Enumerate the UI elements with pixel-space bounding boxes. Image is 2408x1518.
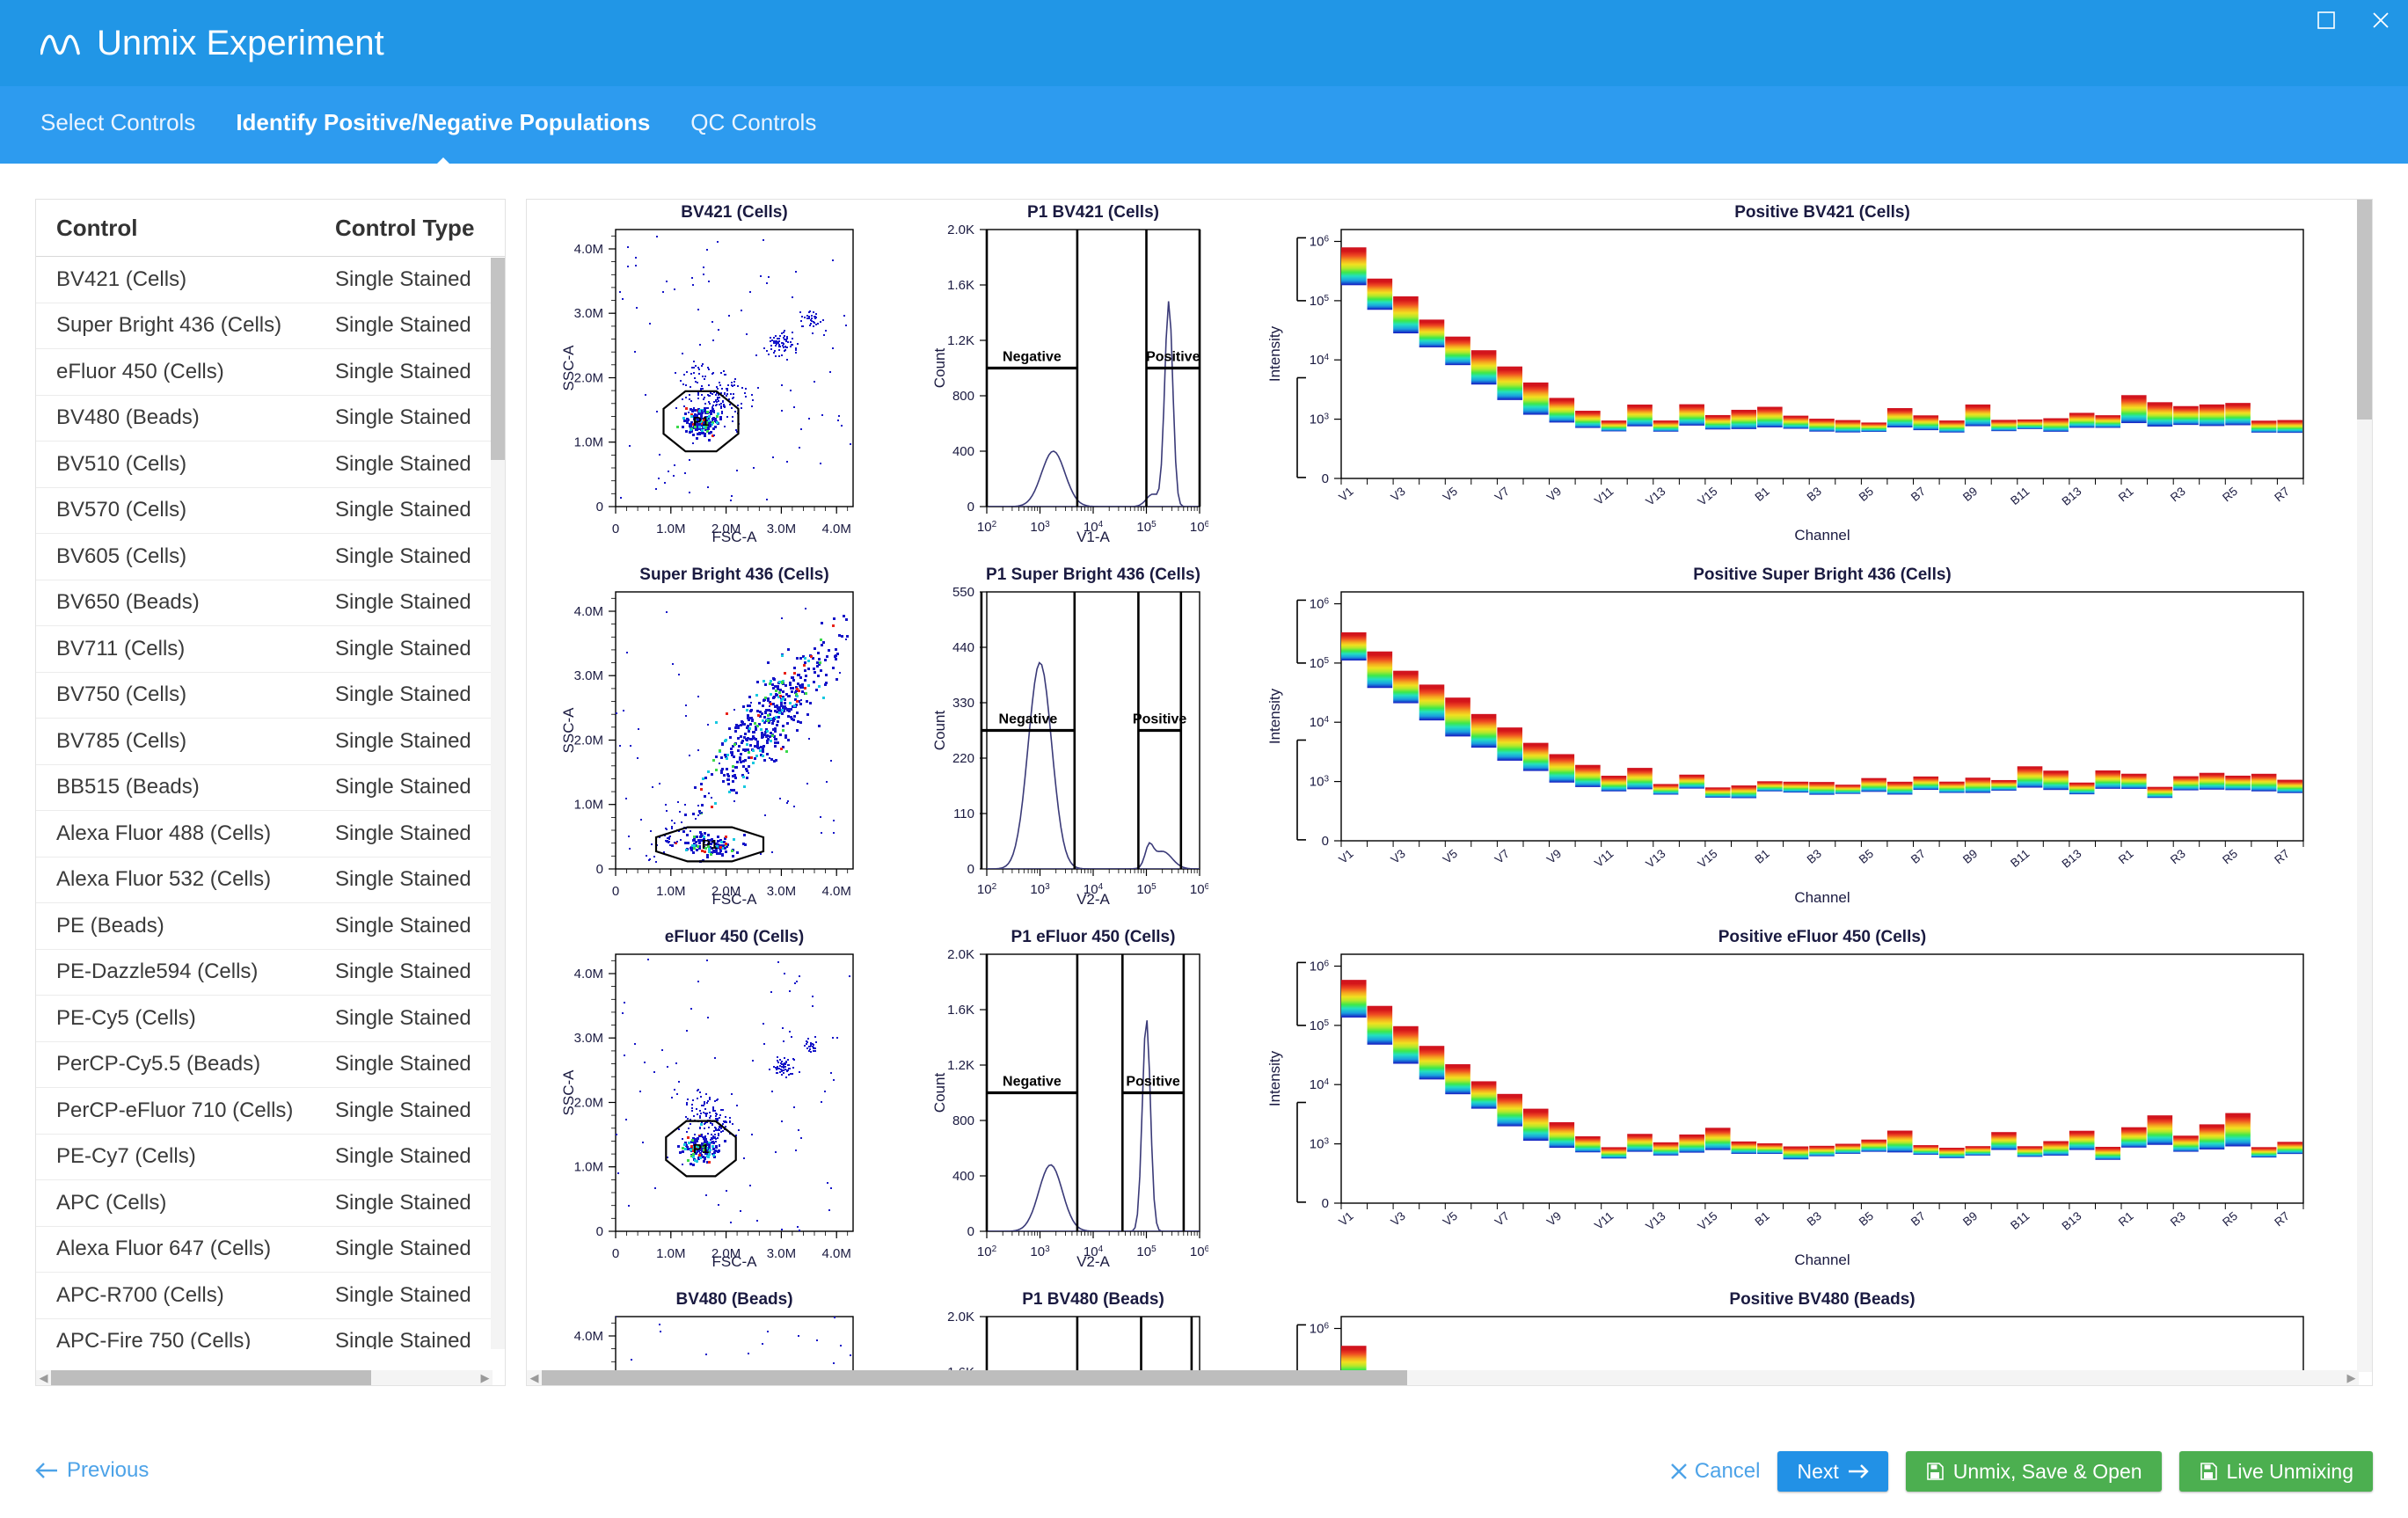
svg-text:1.6K: 1.6K — [947, 1003, 974, 1018]
svg-text:4.0M: 4.0M — [574, 242, 603, 257]
svg-text:0: 0 — [1322, 834, 1329, 849]
svg-text:P1 BV480 (Beads): P1 BV480 (Beads) — [1022, 1290, 1164, 1309]
svg-text:P1 eFluor 450 (Cells): P1 eFluor 450 (Cells) — [1011, 928, 1176, 946]
svg-text:550: 550 — [952, 585, 974, 600]
svg-text:440: 440 — [952, 640, 974, 655]
svg-text:Positive eFluor 450 (Cells): Positive eFluor 450 (Cells) — [1718, 928, 1927, 946]
svg-text:BV421 (Cells): BV421 (Cells) — [681, 203, 787, 222]
svg-text:110: 110 — [953, 806, 974, 821]
svg-text:Channel: Channel — [1794, 527, 1850, 544]
svg-text:FSC-A: FSC-A — [712, 1253, 758, 1270]
svg-text:Super Bright 436 (Cells): Super Bright 436 (Cells) — [639, 566, 828, 584]
svg-text:Count: Count — [932, 1073, 948, 1113]
svg-text:3.0M: 3.0M — [574, 306, 603, 321]
svg-text:P1 Super Bright 436 (Cells): P1 Super Bright 436 (Cells) — [986, 566, 1200, 584]
svg-text:1.0M: 1.0M — [574, 435, 603, 450]
svg-text:Intensity: Intensity — [1266, 325, 1283, 382]
svg-text:0: 0 — [596, 862, 603, 877]
svg-text:0: 0 — [612, 522, 619, 536]
svg-text:V2-A: V2-A — [1076, 891, 1110, 908]
svg-text:BV480 (Beads): BV480 (Beads) — [675, 1290, 792, 1309]
svg-text:330: 330 — [952, 696, 974, 711]
svg-text:eFluor 450 (Cells): eFluor 450 (Cells) — [665, 928, 804, 946]
svg-text:V2-A: V2-A — [1076, 1253, 1110, 1270]
svg-text:Negative: Negative — [1003, 350, 1062, 365]
svg-text:1.0M: 1.0M — [574, 798, 603, 813]
svg-text:FSC-A: FSC-A — [712, 529, 758, 545]
svg-text:V1-A: V1-A — [1076, 529, 1110, 545]
svg-text:4.0M: 4.0M — [574, 1329, 603, 1344]
svg-text:3.0M: 3.0M — [574, 668, 603, 683]
svg-text:Negative: Negative — [999, 712, 1058, 727]
svg-text:P1: P1 — [693, 1142, 709, 1157]
svg-text:SSC-A: SSC-A — [561, 345, 577, 391]
svg-text:Count: Count — [932, 711, 948, 751]
svg-text:Count: Count — [932, 348, 948, 389]
svg-text:2.0K: 2.0K — [947, 223, 974, 237]
svg-text:0: 0 — [612, 1246, 619, 1261]
svg-text:Positive: Positive — [1126, 1075, 1179, 1090]
svg-text:Positive Super Bright 436 (Cel: Positive Super Bright 436 (Cells) — [1693, 566, 1952, 584]
svg-text:1.2K: 1.2K — [947, 333, 974, 348]
svg-text:Positive BV421 (Cells): Positive BV421 (Cells) — [1734, 203, 1910, 222]
svg-text:1.2K: 1.2K — [947, 1058, 974, 1073]
svg-text:0: 0 — [967, 500, 974, 515]
svg-text:400: 400 — [952, 444, 974, 459]
svg-text:Positive BV480 (Beads): Positive BV480 (Beads) — [1729, 1290, 1915, 1309]
svg-text:SSC-A: SSC-A — [561, 1069, 577, 1116]
svg-text:4.0M: 4.0M — [574, 604, 603, 619]
svg-text:P1: P1 — [702, 837, 718, 852]
svg-text:P1: P1 — [693, 414, 709, 429]
svg-text:Positive: Positive — [1133, 712, 1186, 727]
svg-text:Positive: Positive — [1146, 350, 1200, 365]
svg-text:0: 0 — [612, 884, 619, 899]
svg-text:2.0K: 2.0K — [947, 1310, 974, 1325]
svg-text:3.0M: 3.0M — [574, 1031, 603, 1046]
svg-text:Channel: Channel — [1794, 1252, 1850, 1268]
svg-text:2.0M: 2.0M — [574, 733, 603, 748]
svg-text:220: 220 — [952, 751, 974, 766]
svg-text:0: 0 — [967, 1224, 974, 1239]
svg-text:FSC-A: FSC-A — [712, 891, 758, 908]
svg-text:4.0M: 4.0M — [822, 884, 851, 899]
svg-text:1.0M: 1.0M — [656, 522, 685, 536]
svg-text:Intensity: Intensity — [1266, 688, 1283, 744]
svg-text:1.0M: 1.0M — [656, 1246, 685, 1261]
svg-text:3.0M: 3.0M — [767, 1246, 796, 1261]
svg-text:3.0M: 3.0M — [767, 522, 796, 536]
svg-text:0: 0 — [1322, 1196, 1329, 1211]
svg-text:4.0M: 4.0M — [822, 1246, 851, 1261]
svg-text:400: 400 — [952, 1169, 974, 1184]
svg-text:0: 0 — [596, 1224, 603, 1239]
svg-text:1.0M: 1.0M — [574, 1160, 603, 1175]
svg-text:0: 0 — [596, 500, 603, 515]
svg-text:0: 0 — [1322, 471, 1329, 486]
svg-text:Channel: Channel — [1794, 889, 1850, 906]
svg-text:2.0M: 2.0M — [574, 371, 603, 386]
svg-text:2.0K: 2.0K — [947, 947, 974, 962]
svg-text:P1 BV421 (Cells): P1 BV421 (Cells) — [1027, 203, 1159, 222]
svg-text:Intensity: Intensity — [1266, 1050, 1283, 1106]
svg-text:4.0M: 4.0M — [574, 967, 603, 982]
svg-text:2.0M: 2.0M — [574, 1096, 603, 1111]
svg-text:4.0M: 4.0M — [822, 522, 851, 536]
svg-text:Negative: Negative — [1003, 1075, 1062, 1090]
svg-text:0: 0 — [967, 862, 974, 877]
svg-text:800: 800 — [952, 1113, 974, 1128]
svg-text:SSC-A: SSC-A — [561, 707, 577, 754]
svg-text:3.0M: 3.0M — [767, 884, 796, 899]
svg-text:1.0M: 1.0M — [656, 884, 685, 899]
svg-text:1.6K: 1.6K — [947, 278, 974, 293]
svg-text:800: 800 — [952, 389, 974, 404]
